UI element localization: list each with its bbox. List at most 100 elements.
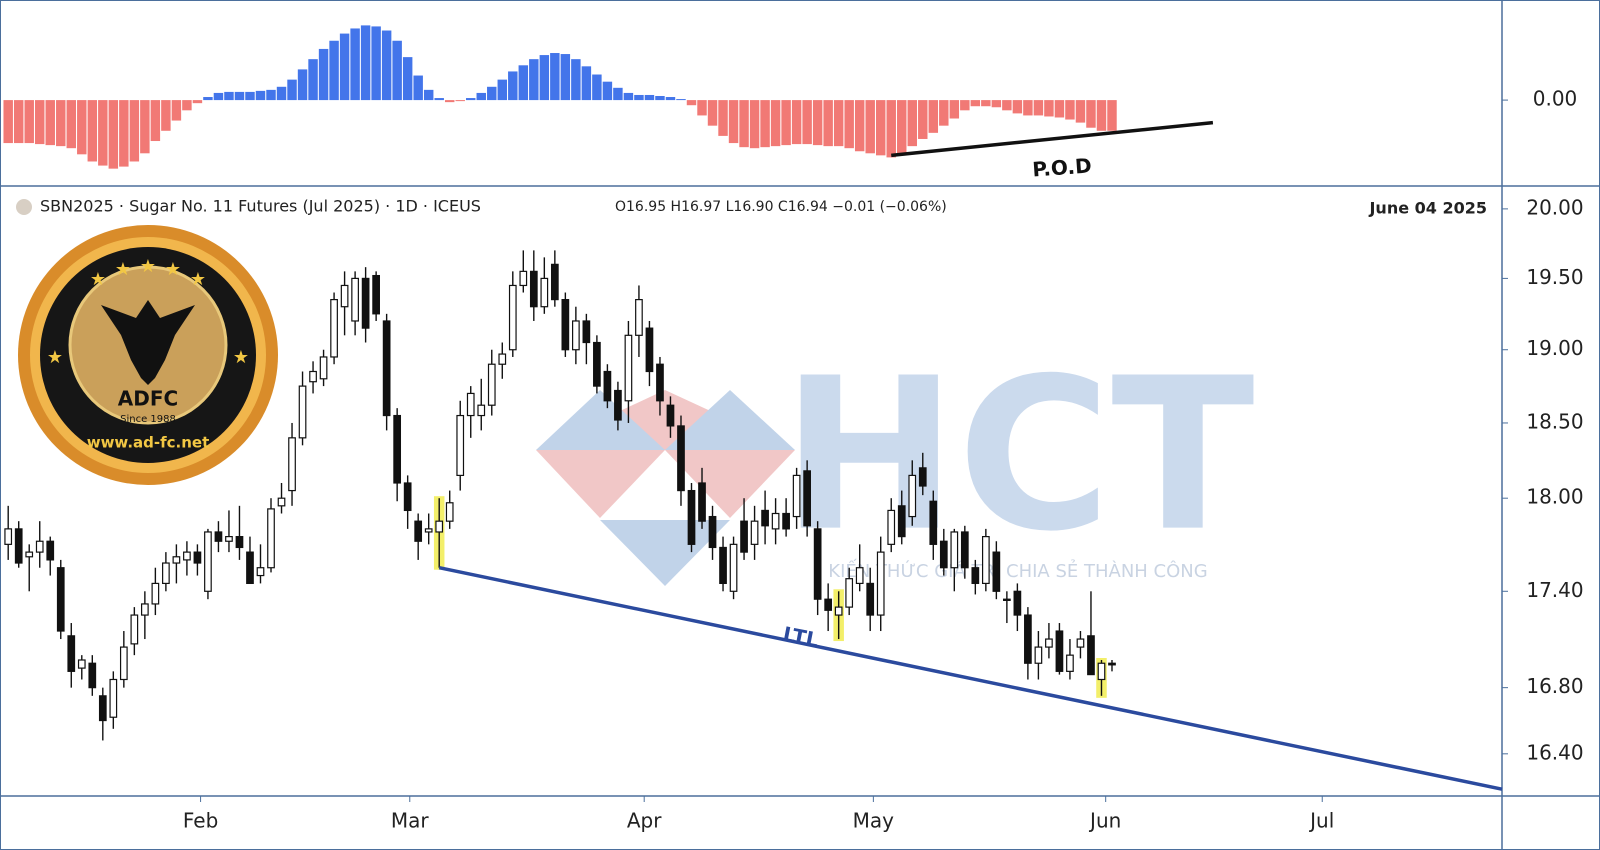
candle-body — [1108, 662, 1116, 666]
histogram-bar — [802, 100, 812, 145]
candle-body — [77, 659, 86, 669]
candle-body — [477, 404, 486, 417]
candle-body — [235, 536, 244, 549]
badge-site: www.ad-fc.net — [87, 434, 210, 452]
histogram-bar — [886, 100, 896, 158]
histogram-bar — [381, 30, 392, 101]
histogram-bar — [171, 100, 182, 121]
histogram-bar — [707, 100, 718, 126]
candle-body — [119, 646, 128, 681]
histogram-bar — [634, 94, 644, 101]
candle-body — [35, 540, 44, 553]
histogram-bar — [854, 100, 865, 152]
candle-body — [214, 531, 223, 542]
candle-body — [719, 546, 727, 585]
candle-body — [561, 299, 570, 351]
candle-body — [603, 370, 612, 402]
star: ★ — [115, 259, 131, 280]
histogram-bar — [213, 92, 224, 101]
histogram-bar — [56, 100, 66, 147]
candle-body — [572, 320, 580, 351]
candle-body — [1066, 654, 1074, 672]
histogram-bar — [1075, 100, 1086, 123]
candle-body — [866, 582, 875, 616]
candle-body — [992, 551, 1001, 592]
histogram-bar — [444, 100, 455, 103]
logo-shape — [536, 450, 665, 518]
candle-body — [14, 528, 23, 564]
histogram-bar — [907, 100, 917, 147]
candle-body — [98, 695, 107, 722]
logo-slogan: KIẾN THỨC GIÁ TRỊ CHIA SẺ THÀNH CÔNG — [828, 558, 1207, 582]
histogram-bar — [108, 100, 119, 169]
histogram-bar — [571, 59, 581, 101]
histogram-bar — [602, 81, 613, 101]
candle-body — [908, 474, 917, 518]
candle-body — [393, 414, 402, 484]
histogram-bar — [1002, 100, 1012, 111]
candle-body — [582, 320, 591, 344]
x-tick-label: May — [853, 809, 895, 833]
histogram-bar — [1086, 100, 1096, 128]
histogram-bar — [644, 94, 655, 101]
histogram-bar — [739, 100, 749, 148]
candle-body — [708, 515, 717, 549]
candle-body — [372, 274, 380, 315]
histogram-bar — [1033, 100, 1044, 116]
y-tick-label: 17.40 — [1526, 578, 1583, 602]
histogram-bar — [98, 100, 108, 166]
y-tick-label: 18.00 — [1526, 485, 1583, 509]
candle-body — [750, 520, 759, 545]
date-label: June 04 2025 — [1368, 199, 1487, 218]
histogram-bar — [760, 100, 770, 148]
y-tick-label: 0.00 — [1533, 87, 1578, 111]
trendline — [438, 566, 1503, 791]
candle-body — [183, 551, 191, 561]
logo-shape — [665, 390, 795, 450]
histogram-bar — [487, 86, 497, 101]
histogram-bar — [13, 100, 24, 144]
candle-body — [88, 662, 97, 689]
badge-eagle — [101, 300, 195, 385]
histogram-bar — [655, 96, 665, 101]
histogram-bar — [676, 99, 686, 101]
histogram-bar — [1054, 100, 1065, 118]
histogram-bar — [224, 91, 234, 101]
candle-body — [803, 470, 811, 527]
histogram-bar — [529, 59, 539, 101]
candle-body — [1024, 614, 1032, 664]
candle-body — [1013, 590, 1022, 616]
histogram-bar — [77, 100, 87, 155]
star: ★ — [165, 259, 181, 280]
candle-body — [519, 270, 528, 287]
histogram-bar — [728, 100, 739, 144]
candle-body — [950, 531, 959, 569]
histogram-bar — [697, 100, 707, 116]
histogram-bar — [560, 54, 571, 101]
histogram-bar — [665, 97, 676, 101]
x-tick-label: Mar — [391, 809, 430, 833]
candle-body — [1097, 662, 1106, 681]
hct-logo — [536, 390, 795, 586]
histogram-bar — [550, 53, 560, 101]
candle-body — [960, 531, 969, 569]
candle-body — [382, 320, 391, 417]
candle-body — [529, 270, 538, 308]
histogram-bar — [1065, 100, 1075, 120]
candle-body — [361, 277, 370, 329]
candle-body — [981, 536, 990, 585]
histogram-bar — [360, 25, 371, 101]
y-tick-label: 18.50 — [1526, 409, 1583, 433]
histogram-bar — [718, 100, 728, 136]
candle-body — [1087, 635, 1095, 676]
histogram-bar — [35, 100, 45, 145]
candle-body — [550, 263, 559, 301]
histogram-bar — [66, 100, 77, 149]
candle-body — [624, 334, 633, 402]
candle-body — [761, 509, 769, 527]
candle-body — [929, 500, 938, 545]
histogram-bar — [508, 71, 518, 101]
candle-body — [1034, 646, 1043, 664]
candle-body — [1003, 598, 1011, 601]
